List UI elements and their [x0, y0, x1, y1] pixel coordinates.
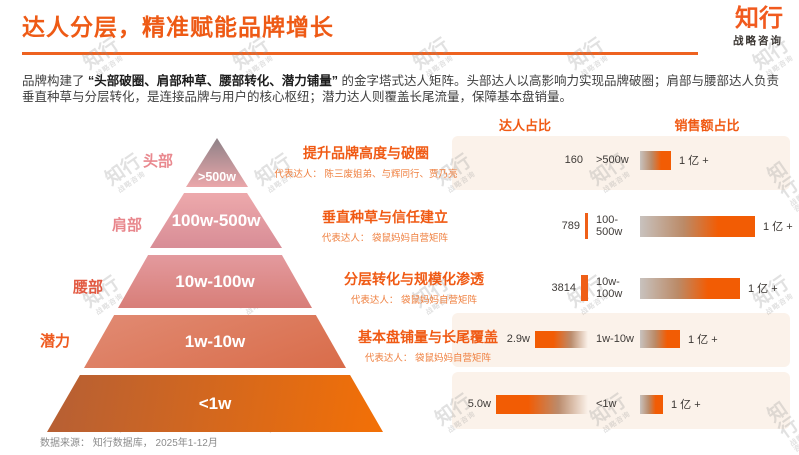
sales-share-bar	[640, 215, 755, 237]
pyramid-tier-potential: 1w-10w	[84, 315, 346, 368]
fan-range-label: 100-500w	[596, 214, 623, 238]
column-header-sales-share: 销售额占比	[674, 118, 740, 133]
sales-share-bar	[640, 277, 740, 299]
tier-strategy-title: 垂直种草与信任建立	[322, 209, 448, 225]
data-row: 160 >500w 1 亿 +	[450, 140, 794, 180]
sales-share-bar	[640, 394, 663, 414]
talent-share-bar	[581, 275, 588, 301]
sales-value: 1 亿 +	[688, 334, 718, 346]
intro-segment: 品牌构建了	[22, 73, 88, 88]
data-source-note: 数据来源： 知行数据库， 2025年1-12月	[40, 438, 218, 449]
pyramid-tier-base: <1w	[47, 375, 383, 432]
tier-representatives: 代表达人： 袋鼠妈妈自营矩阵	[321, 233, 449, 244]
tier-name-head: 头部	[142, 153, 173, 170]
talent-share-bar	[535, 330, 588, 348]
talent-count: 789	[561, 220, 580, 232]
tier-strategy-title: 基本盘铺量与长尾覆盖	[358, 329, 498, 345]
fan-range-label: >500w	[596, 154, 629, 166]
row-band-1	[452, 136, 790, 190]
tier-description-3: 分层转化与规模化渗透 代表达人： 袋鼠妈妈自营矩阵	[294, 269, 534, 306]
pyramid-tier-shoulder: 100w-500w	[150, 193, 282, 248]
pyramid-tier-top: >500w	[186, 138, 248, 187]
tier-description-1: 提升品牌高度与破圈 代表达人： 陈三废姐弟、与辉同行、贾乃亮	[246, 143, 486, 180]
data-row: 2.9w 1w-10w 1 亿 +	[450, 319, 794, 359]
talent-count: 160	[564, 154, 583, 166]
tier-range-label: 1w-10w	[184, 331, 246, 351]
talent-share-bar	[585, 213, 588, 239]
tier-strategy-title: 提升品牌高度与破圈	[303, 145, 429, 161]
data-row: 789 100-500w 1 亿 +	[450, 206, 794, 246]
page-title: 达人分层，精准赋能品牌增长	[22, 14, 334, 40]
talent-share-bar	[496, 394, 588, 414]
sales-value: 1 亿 +	[679, 155, 709, 167]
tier-name-potential: 潜力	[39, 333, 70, 350]
data-row: 5.0w <1w 1 亿 +	[450, 384, 794, 424]
talent-count: 5.0w	[467, 398, 491, 410]
pyramid-tier-waist: 10w-100w	[118, 255, 312, 308]
fan-range-label: <1w	[596, 398, 617, 410]
brand-logo-name: 知行	[735, 5, 783, 32]
brand-logo: 知行 战略咨询	[733, 5, 783, 48]
tier-description-2: 垂直种草与信任建立 代表达人： 袋鼠妈妈自营矩阵	[265, 207, 505, 244]
sales-value: 1 亿 +	[763, 221, 793, 233]
tier-range-label: <1w	[198, 393, 232, 413]
data-row: 3814 10w-100w 1 亿 +	[450, 268, 794, 308]
tier-strategy-title: 分层转化与规模化渗透	[344, 271, 484, 287]
brand-logo-tagline: 战略咨询	[733, 35, 783, 48]
tier-range-label: >500w	[198, 170, 236, 184]
sales-share-bar	[640, 150, 671, 170]
intro-segment: “头部破圈、肩部种草、腰部转化、潜力铺量”	[87, 73, 338, 88]
tier-description-4: 基本盘铺量与长尾覆盖 代表达人： 袋鼠妈妈自营矩阵	[308, 327, 548, 364]
tier-representatives: 代表达人： 袋鼠妈妈自营矩阵	[364, 353, 492, 364]
title-divider	[22, 52, 698, 55]
talent-count: 3814	[551, 282, 576, 294]
sales-value: 1 亿 +	[748, 283, 778, 295]
talent-count: 2.9w	[506, 333, 530, 345]
tier-range-label: 100w-500w	[171, 210, 261, 230]
sales-share-bar	[640, 330, 680, 348]
fan-range-label: 1w-10w	[596, 333, 634, 345]
row-band-4	[452, 313, 790, 367]
intro-segment: 的金字塔式达人矩阵。头部达人以高影响力实现品牌破圈；肩部与腰部达人负责垂直种草与…	[22, 73, 779, 105]
tier-range-label: 10w-100w	[175, 271, 255, 291]
tier-name-shoulder: 肩部	[111, 217, 142, 234]
tier-representatives: 代表达人： 袋鼠妈妈自营矩阵	[350, 295, 478, 306]
watermark-subtext: 战略咨询	[788, 433, 799, 454]
column-header-talent-share: 达人占比	[498, 118, 551, 133]
sales-value: 1 亿 +	[671, 399, 701, 411]
tier-representatives: 代表达人： 陈三废姐弟、与辉同行、贾乃亮	[274, 169, 458, 180]
intro-paragraph: 品牌构建了 “头部破圈、肩部种草、腰部转化、潜力铺量” 的金字塔式达人矩阵。头部…	[22, 73, 780, 107]
fan-range-label: 10w-100w	[596, 276, 623, 300]
watermark-subtext: 战略咨询	[116, 170, 148, 195]
tier-name-waist: 腰部	[72, 279, 103, 296]
